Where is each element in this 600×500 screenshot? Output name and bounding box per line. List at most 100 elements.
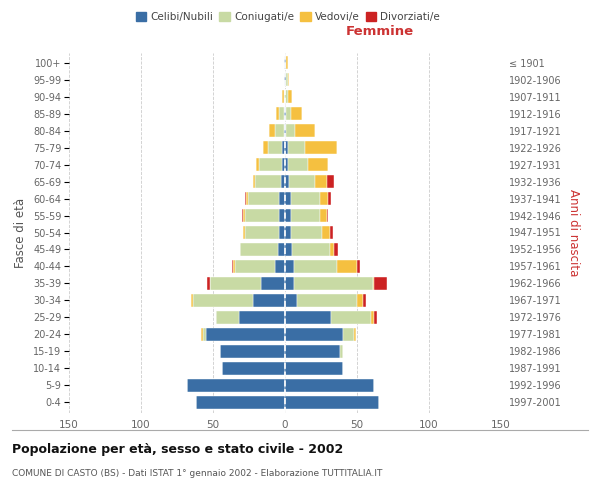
Bar: [288, 158, 308, 171]
Bar: [246, 192, 248, 205]
Bar: [285, 209, 291, 222]
Bar: [363, 294, 365, 307]
Bar: [279, 192, 285, 205]
Bar: [320, 209, 327, 222]
Bar: [207, 277, 210, 290]
Bar: [288, 73, 289, 86]
Bar: [286, 73, 288, 86]
Bar: [285, 124, 286, 137]
Bar: [288, 90, 292, 104]
Bar: [221, 362, 285, 375]
Text: Popolazione per età, sesso e stato civile - 2002: Popolazione per età, sesso e stato civil…: [12, 442, 343, 456]
Bar: [371, 311, 374, 324]
Bar: [295, 124, 315, 137]
Bar: [284, 124, 285, 137]
Bar: [193, 294, 253, 307]
Bar: [282, 90, 284, 104]
Bar: [239, 311, 285, 324]
Bar: [320, 192, 328, 205]
Bar: [291, 107, 302, 120]
Bar: [245, 226, 279, 239]
Bar: [285, 56, 286, 70]
Bar: [253, 294, 285, 307]
Bar: [285, 73, 286, 86]
Bar: [233, 260, 235, 273]
Bar: [334, 243, 338, 256]
Bar: [285, 362, 343, 375]
Bar: [285, 311, 331, 324]
Bar: [202, 328, 203, 341]
Bar: [374, 311, 377, 324]
Bar: [328, 192, 331, 205]
Bar: [263, 141, 268, 154]
Bar: [284, 90, 285, 104]
Text: Femmine: Femmine: [346, 25, 414, 38]
Bar: [331, 311, 371, 324]
Bar: [278, 243, 285, 256]
Bar: [282, 141, 285, 154]
Bar: [255, 175, 281, 188]
Bar: [243, 209, 245, 222]
Y-axis label: Fasce di età: Fasce di età: [14, 198, 28, 268]
Bar: [322, 226, 329, 239]
Bar: [308, 158, 328, 171]
Bar: [285, 141, 288, 154]
Bar: [256, 158, 259, 171]
Bar: [284, 56, 285, 70]
Bar: [284, 107, 285, 120]
Bar: [232, 260, 233, 273]
Bar: [268, 141, 282, 154]
Bar: [235, 260, 275, 273]
Bar: [275, 124, 284, 137]
Bar: [291, 209, 320, 222]
Legend: Celibi/Nubili, Coniugati/e, Vedovi/e, Divorziati/e: Celibi/Nubili, Coniugati/e, Vedovi/e, Di…: [131, 8, 445, 26]
Text: COMUNE DI CASTO (BS) - Dati ISTAT 1° gennaio 2002 - Elaborazione TUTTITALIA.IT: COMUNE DI CASTO (BS) - Dati ISTAT 1° gen…: [12, 469, 382, 478]
Bar: [285, 378, 374, 392]
Bar: [292, 243, 329, 256]
Bar: [293, 277, 373, 290]
Bar: [315, 175, 327, 188]
Bar: [327, 209, 328, 222]
Bar: [248, 192, 279, 205]
Bar: [282, 158, 285, 171]
Y-axis label: Anni di nascita: Anni di nascita: [566, 189, 580, 276]
Bar: [210, 277, 260, 290]
Bar: [337, 260, 357, 273]
Bar: [187, 378, 285, 392]
Bar: [241, 243, 278, 256]
Bar: [285, 260, 293, 273]
Bar: [285, 396, 379, 409]
Bar: [286, 107, 291, 120]
Bar: [285, 226, 291, 239]
Bar: [285, 107, 286, 120]
Bar: [288, 141, 305, 154]
Bar: [291, 192, 320, 205]
Bar: [285, 175, 289, 188]
Bar: [279, 209, 285, 222]
Bar: [279, 226, 285, 239]
Bar: [203, 328, 206, 341]
Bar: [357, 294, 363, 307]
Bar: [277, 107, 279, 120]
Bar: [279, 107, 284, 120]
Bar: [259, 158, 282, 171]
Bar: [275, 260, 285, 273]
Bar: [285, 294, 296, 307]
Bar: [243, 226, 245, 239]
Bar: [285, 90, 288, 104]
Bar: [286, 56, 288, 70]
Bar: [285, 277, 293, 290]
Bar: [305, 141, 337, 154]
Bar: [329, 226, 332, 239]
Bar: [245, 192, 246, 205]
Bar: [374, 277, 387, 290]
Bar: [281, 175, 285, 188]
Bar: [285, 328, 343, 341]
Bar: [216, 311, 239, 324]
Bar: [343, 328, 354, 341]
Bar: [285, 192, 291, 205]
Bar: [245, 209, 279, 222]
Bar: [285, 344, 340, 358]
Bar: [340, 344, 343, 358]
Bar: [289, 175, 315, 188]
